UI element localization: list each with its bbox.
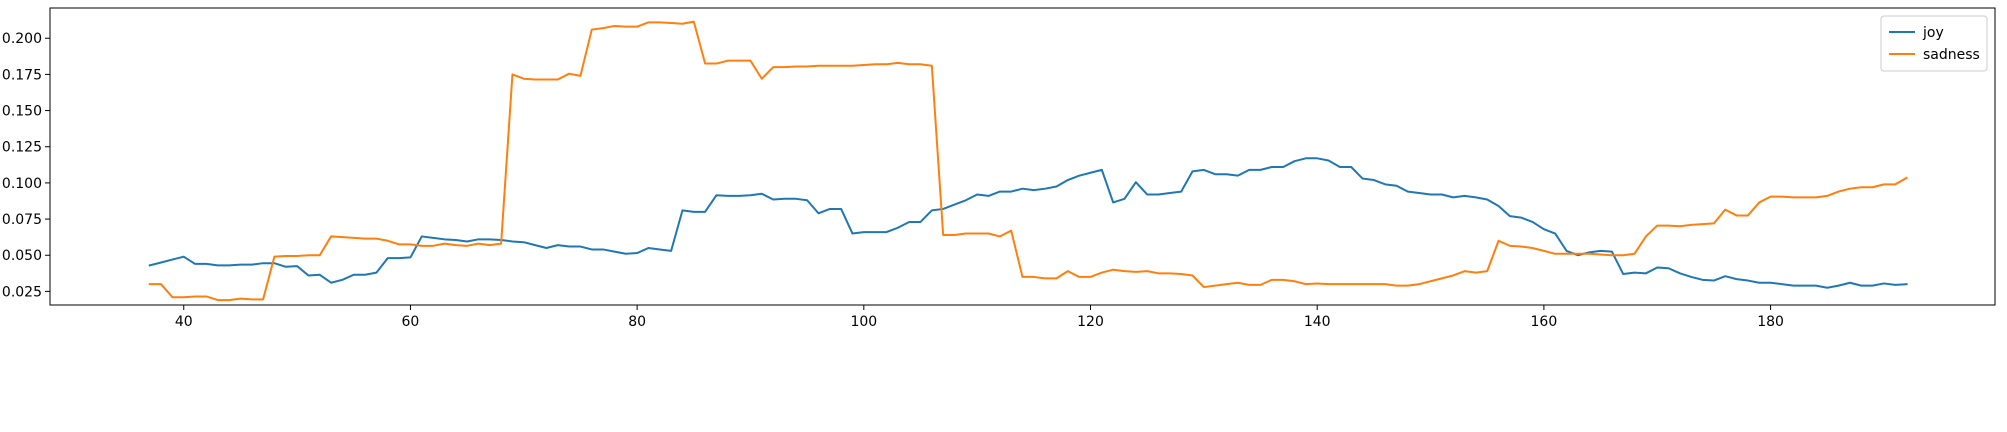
y-tick-label: 0.025 <box>2 284 42 300</box>
x-tick-label: 140 <box>1304 314 1331 330</box>
y-tick-label: 0.075 <box>2 212 42 228</box>
y-tick-label: 0.200 <box>2 31 42 47</box>
legend-label-joy: joy <box>1922 25 1944 41</box>
y-tick-label: 0.050 <box>2 248 42 264</box>
x-tick-label: 80 <box>628 314 646 330</box>
x-tick-label: 120 <box>1077 314 1104 330</box>
x-tick-label: 40 <box>175 314 193 330</box>
x-tick-label: 160 <box>1531 314 1558 330</box>
plot-frame <box>49 7 1996 306</box>
x-tick-label: 60 <box>402 314 420 330</box>
legend-box <box>1880 15 1988 72</box>
y-tick-label: 0.150 <box>2 104 42 120</box>
axes: 40 60 80 100 120 140 160 180 0.025 0.050 0.075 0.10… <box>2 7 1996 330</box>
series-lines <box>148 20 1908 302</box>
y-tick-label: 0.125 <box>2 140 42 156</box>
legend: joy sadness <box>1880 15 1988 72</box>
series-line-sadness <box>148 20 1908 302</box>
legend-label-sadness: sadness <box>1923 47 1980 63</box>
x-tick-label: 180 <box>1757 314 1784 330</box>
y-tick-label: 0.100 <box>2 176 42 192</box>
x-tick-label: 100 <box>850 314 877 330</box>
y-tick-label: 0.175 <box>2 67 42 83</box>
